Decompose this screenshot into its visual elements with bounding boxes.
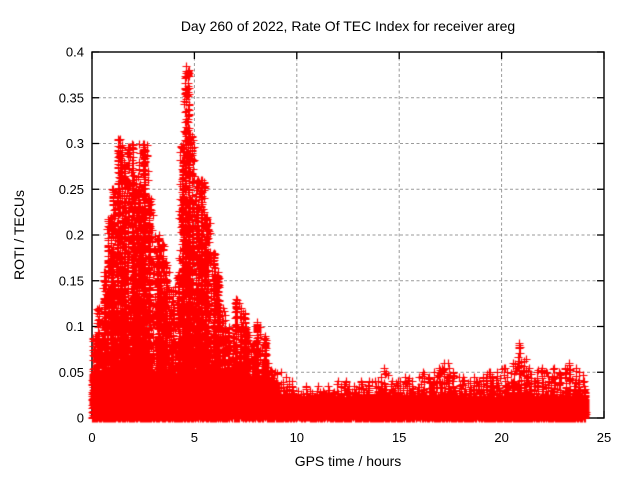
roti-scatter-chart: Day 260 of 2022, Rate Of TEC Index for r…: [0, 0, 640, 480]
scatter-points-canvas: [0, 0, 640, 480]
